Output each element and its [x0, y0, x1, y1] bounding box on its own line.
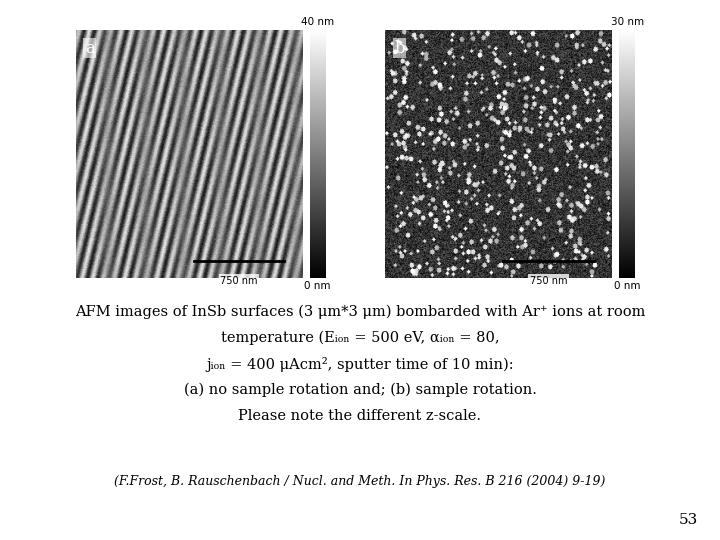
Text: 750 nm: 750 nm [530, 275, 567, 286]
Text: AFM images of InSb surfaces (3 μm*3 μm) bombarded with Ar⁺ ions at room: AFM images of InSb surfaces (3 μm*3 μm) … [75, 305, 645, 320]
Text: 53: 53 [679, 512, 698, 526]
Text: 0 nm: 0 nm [305, 281, 330, 291]
Text: 30 nm: 30 nm [611, 17, 644, 27]
Text: Please note the different z-scale.: Please note the different z-scale. [238, 409, 482, 423]
Text: (F.Frost, B. Rauschenbach / Nucl. and Meth. In Phys. Res. B 216 (2004) 9-19): (F.Frost, B. Rauschenbach / Nucl. and Me… [114, 475, 606, 488]
Text: b: b [395, 39, 405, 57]
Text: jᵢₒₙ = 400 μAcm², sputter time of 10 min):: jᵢₒₙ = 400 μAcm², sputter time of 10 min… [206, 357, 514, 372]
Text: (a) no sample rotation and; (b) sample rotation.: (a) no sample rotation and; (b) sample r… [184, 383, 536, 397]
Text: 0 nm: 0 nm [614, 281, 640, 291]
Text: 750 nm: 750 nm [220, 275, 258, 286]
Text: a: a [85, 39, 94, 57]
Text: 40 nm: 40 nm [301, 17, 334, 27]
Text: temperature (Eᵢₒₙ = 500 eV, αᵢₒₙ = 80,: temperature (Eᵢₒₙ = 500 eV, αᵢₒₙ = 80, [221, 331, 499, 346]
